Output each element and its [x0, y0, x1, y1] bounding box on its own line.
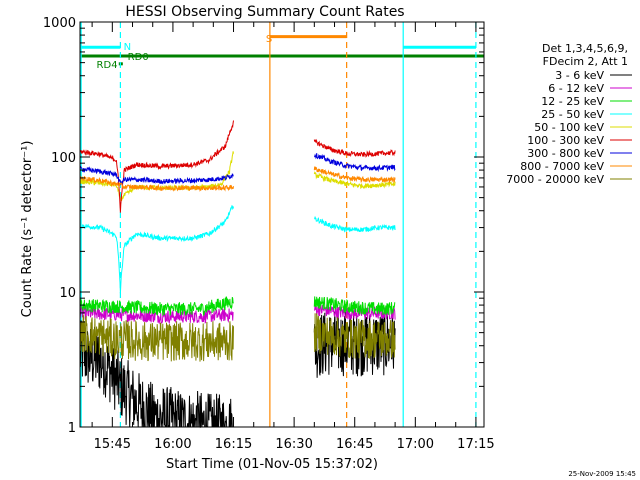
y-tick-label: 100 — [51, 151, 76, 166]
legend-header-line-1: Det 1,3,4,5,6,9, — [542, 42, 628, 55]
series-25-50-kev-segment-2 — [314, 216, 396, 233]
legend-label-800-7000-kev: 800 - 7000 keV — [520, 160, 604, 173]
x-tick-label: 16:15 — [215, 437, 252, 452]
chart-title: HESSI Observing Summary Count Rates — [125, 4, 404, 20]
series-50-100-kev-segment-2 — [313, 171, 396, 190]
y-tick-label: 1 — [68, 421, 76, 436]
y-tick-label: 1000 — [43, 16, 76, 31]
y-tick-label: 10 — [59, 286, 76, 301]
legend-header-line-2: FDecim 2, Att 1 — [543, 55, 628, 68]
x-tick-label: 16:00 — [154, 437, 191, 452]
series-300-800-kev-segment-1 — [79, 164, 234, 186]
legend-label-300-800-kev: 300 - 800 keV — [527, 147, 604, 160]
x-tick-label: 16:30 — [275, 437, 312, 452]
flag-bars — [80, 35, 484, 66]
y-axis-label: Count Rate (s⁻¹ detector⁻¹) — [20, 141, 35, 318]
plot-frame — [79, 21, 485, 428]
x-axis-label: Start Time (01-Nov-05 15:37:02) — [166, 457, 378, 472]
axis-ticks — [80, 22, 484, 428]
series-7000-20000-kev-segment-2 — [313, 313, 396, 359]
series-100-300-kev-segment-2 — [313, 138, 396, 158]
legend-label-12-25-kev: 12 - 25 keV — [541, 95, 604, 108]
series-7000-20000-kev-segment-1 — [79, 314, 234, 362]
annotation-n: N — [124, 42, 131, 53]
legend-label-6-12-kev: 6 - 12 keV — [548, 82, 604, 95]
legend-label-50-100-kev: 50 - 100 keV — [534, 121, 604, 134]
x-tick-label: 17:00 — [397, 437, 434, 452]
data-series — [79, 120, 396, 429]
x-tick-labels: 15:45 16:00 16:15 16:30 16:45 17:00 17:15 — [94, 437, 495, 452]
legend-label-25-50-kev: 25 - 50 keV — [541, 108, 604, 121]
series-300-800-kev-segment-2 — [313, 153, 396, 173]
series-800-7000-kev-segment-2 — [313, 166, 396, 184]
annotation-s: S — [266, 34, 272, 45]
series-12-25-kev-segment-2 — [313, 296, 396, 315]
annotation-rd4: RD4 — [97, 60, 118, 71]
annotation-rd0: RD0 — [128, 52, 149, 63]
series-12-25-kev-segment-1 — [79, 296, 234, 316]
series-100-300-kev-segment-1 — [79, 120, 234, 213]
series-25-50-kev-segment-1 — [79, 205, 234, 294]
x-tick-label: 16:45 — [336, 437, 373, 452]
legend-label-100-300-kev: 100 - 300 keV — [527, 134, 604, 147]
x-tick-label: 15:45 — [94, 437, 131, 452]
series-800-7000-kev-segment-1 — [79, 175, 234, 192]
legend: Det 1,3,4,5,6,9, FDecim 2, Att 1 3 - 6 k… — [506, 42, 632, 186]
x-tick-label: 17:15 — [457, 437, 494, 452]
footer-timestamp: 25-Nov-2009 15:45 — [568, 470, 636, 478]
y-tick-labels: 1 10 100 1000 — [43, 16, 76, 436]
legend-label-7000-20000-kev: 7000 - 20000 keV — [506, 173, 604, 186]
legend-label-3-6-kev: 3 - 6 keV — [555, 69, 604, 82]
